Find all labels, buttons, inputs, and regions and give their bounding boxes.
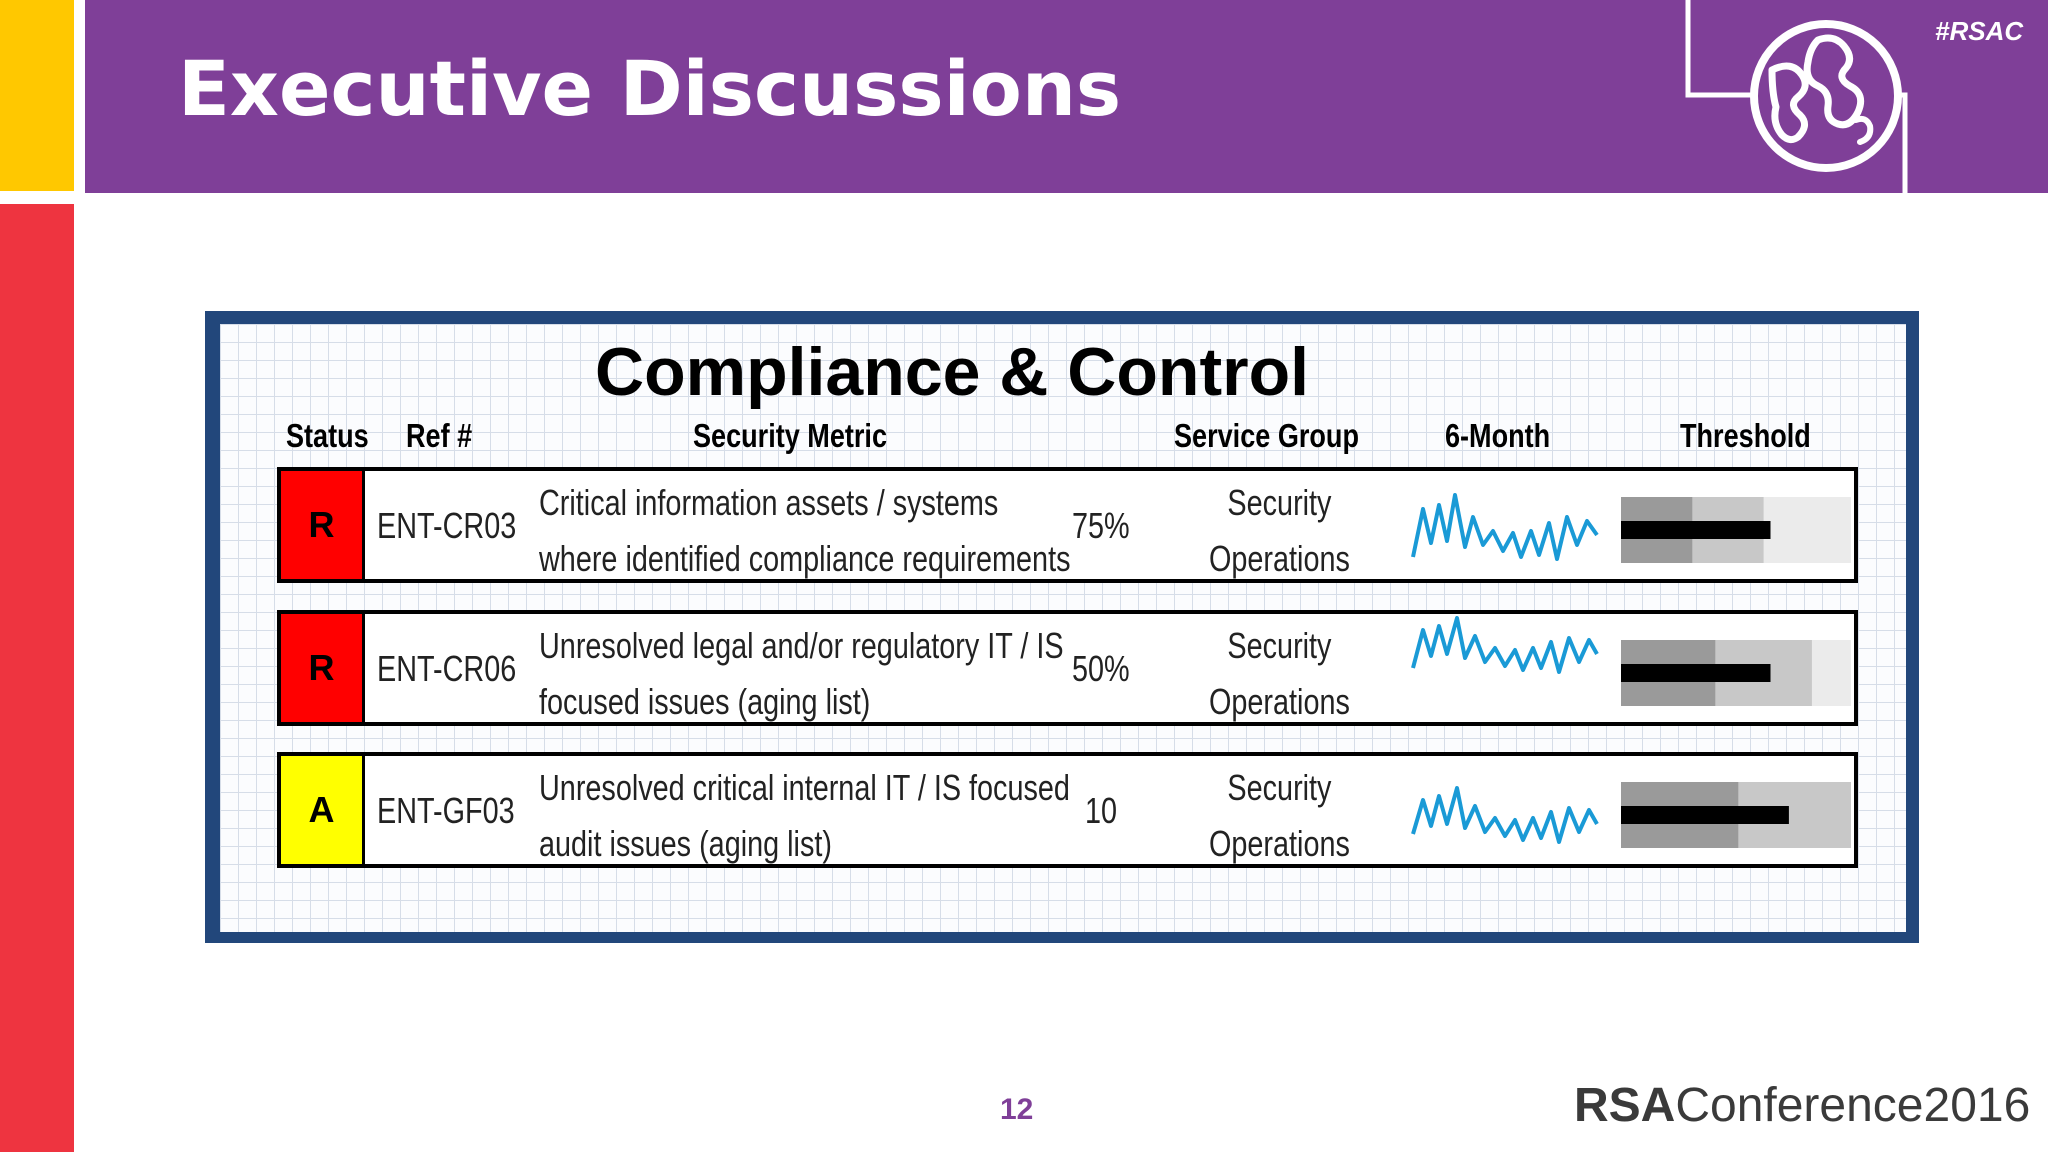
- metric-row: A ENT-GF03 Unresolved critical internal …: [277, 752, 1858, 868]
- header-service: Service Group: [1174, 417, 1359, 454]
- threshold-bullet-chart: [1621, 497, 1851, 563]
- security-metric: Critical information assets / systems whe…: [539, 475, 1070, 587]
- status-badge: R: [281, 614, 365, 722]
- dashboard-image: Compliance & Control Status Ref # Securi…: [205, 311, 1919, 943]
- ref-number: ENT-GF03: [377, 790, 515, 831]
- service-group: Security Operations: [1209, 475, 1350, 587]
- header-metric: Security Metric: [693, 417, 888, 454]
- service-line-1: Security: [1227, 767, 1332, 808]
- metric-line-1: Unresolved critical internal IT / IS foc…: [539, 767, 1070, 808]
- threshold-bullet-chart: [1621, 782, 1851, 848]
- service-line-1: Security: [1227, 625, 1332, 666]
- hashtag-label: #RSAC: [1935, 16, 2024, 46]
- metric-value: 75%: [1072, 505, 1130, 546]
- service-line-2: Operations: [1209, 681, 1350, 722]
- metric-row: R ENT-CR06 Unresolved legal and/or regul…: [277, 610, 1858, 726]
- sparkline-chart: [1411, 493, 1599, 561]
- sparkline-chart: [1411, 616, 1599, 674]
- ref-number: ENT-CR03: [377, 505, 517, 546]
- metric-value: 10: [1085, 790, 1118, 831]
- service-group: Security Operations: [1209, 760, 1350, 872]
- accent-bar-red: [0, 204, 74, 1152]
- service-line-1: Security: [1227, 482, 1332, 523]
- service-line-2: Operations: [1209, 823, 1350, 864]
- service-group: Security Operations: [1209, 618, 1350, 730]
- header-trend: 6-Month: [1445, 417, 1551, 454]
- security-metric: Unresolved legal and/or regulatory IT / …: [539, 618, 1064, 730]
- threshold-actual-bar: [1621, 806, 1789, 824]
- rsa-conference-logo: RSAConference2016: [1574, 1079, 2031, 1132]
- status-badge: A: [281, 756, 365, 864]
- ref-number: ENT-CR06: [377, 648, 517, 689]
- service-line-2: Operations: [1209, 538, 1350, 579]
- dashboard-title: Compliance & Control: [594, 334, 1310, 410]
- page-number: 12: [1000, 1093, 1034, 1126]
- slide-title: Executive Discussions: [178, 44, 1122, 133]
- metric-value: 50%: [1072, 648, 1130, 689]
- threshold-bullet-chart: [1621, 640, 1851, 706]
- metric-line-2: where identified compliance requirements: [539, 538, 1071, 579]
- header-ref: Ref #: [406, 417, 473, 454]
- header-status: Status: [286, 417, 369, 454]
- threshold-actual-bar: [1621, 664, 1771, 682]
- sparkline-chart: [1411, 786, 1599, 844]
- header-threshold: Threshold: [1680, 417, 1811, 454]
- metric-line-2: audit issues (aging list): [539, 823, 832, 864]
- threshold-actual-bar: [1621, 521, 1771, 539]
- metric-line-1: Critical information assets / systems: [539, 482, 999, 523]
- metric-line-1: Unresolved legal and/or regulatory IT / …: [539, 625, 1064, 666]
- accent-bar-yellow: [0, 0, 74, 191]
- metric-row: R ENT-CR03 Critical information assets /…: [277, 467, 1858, 583]
- metric-line-2: focused issues (aging list): [539, 681, 871, 722]
- security-metric: Unresolved critical internal IT / IS foc…: [539, 760, 1070, 872]
- status-badge: R: [281, 471, 365, 579]
